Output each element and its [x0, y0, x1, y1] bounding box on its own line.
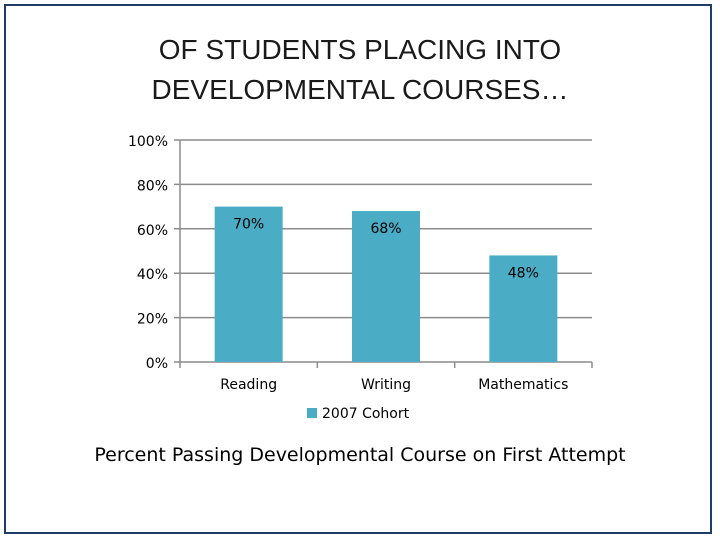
y-tick-label: 20% [137, 312, 168, 328]
bar-writing [352, 211, 420, 362]
y-tick-label: 60% [137, 223, 168, 239]
x-tick-label: Mathematics [478, 377, 568, 393]
legend-label: 2007 Cohort [322, 406, 410, 422]
chart-caption: Percent Passing Developmental Course on … [94, 444, 626, 466]
x-tick-label: Reading [220, 377, 277, 393]
y-tick-label: 100% [128, 134, 168, 150]
bar-reading [214, 206, 283, 362]
data-label: 48% [508, 265, 539, 281]
title-line-2: DEVELOPMENTAL COURSES… [151, 74, 569, 105]
slide-title: OF STUDENTS PLACING INTO DEVELOPMENTAL C… [0, 30, 720, 110]
bar-mathematics [489, 255, 558, 362]
y-tick-label: 0% [146, 356, 168, 372]
x-tick-label: Writing [361, 377, 411, 393]
data-label: 68% [370, 221, 401, 237]
title-line-1: OF STUDENTS PLACING INTO [158, 34, 562, 65]
legend-swatch [307, 408, 317, 418]
data-label: 70% [233, 217, 264, 233]
y-tick-label: 80% [137, 178, 168, 194]
y-tick-label: 40% [137, 267, 168, 283]
